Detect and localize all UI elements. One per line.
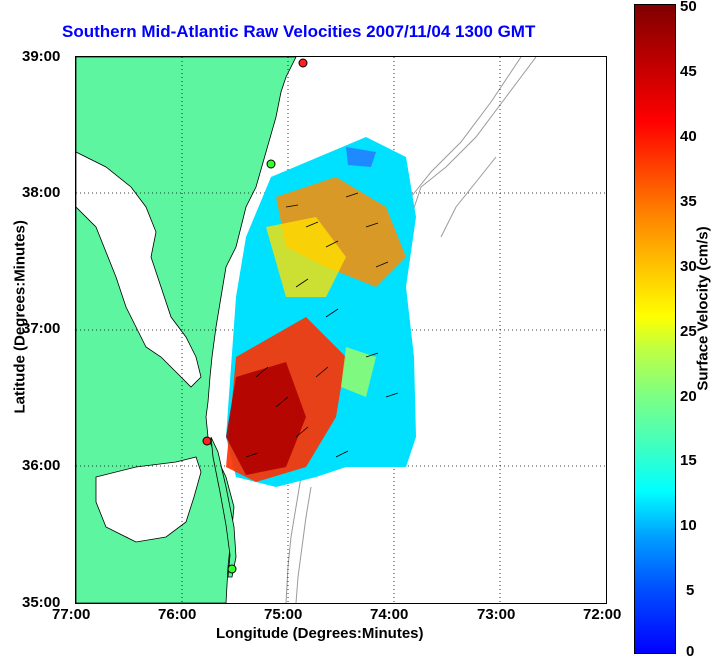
colorbar-tick-label: 25: [680, 323, 697, 340]
outer-banks: [210, 436, 237, 578]
y-axis-label: Latitude (Degrees:Minutes): [11, 220, 29, 414]
chart-title: Southern Mid-Atlantic Raw Velocities 200…: [62, 22, 536, 41]
colorbar-tick-label: 35: [680, 193, 697, 210]
colorbar: [634, 4, 676, 654]
y-tick-label: 38:00: [22, 184, 61, 201]
y-tick-label: 39:00: [22, 48, 61, 65]
map-canvas: [76, 57, 606, 603]
map-panel: [75, 56, 607, 604]
radar-site-marker: [298, 58, 308, 68]
colorbar-tick-label: 10: [680, 517, 697, 534]
colorbar-tick-label: 0: [686, 643, 695, 660]
colorbar-tick-label: 15: [680, 452, 697, 469]
x-tick-label: 74:00: [370, 606, 409, 623]
radar-site-marker: [227, 564, 237, 574]
colorbar-tick-label: 30: [680, 258, 697, 275]
x-tick-label: 77:00: [52, 606, 91, 623]
x-tick-label: 75:00: [264, 606, 303, 623]
chesapeake-bay: [76, 151, 202, 388]
albemarle-sound: [95, 456, 202, 543]
colorbar-tick-label: 20: [680, 388, 697, 405]
velocity-vectors: [245, 192, 399, 458]
x-tick-label: 72:00: [583, 606, 622, 623]
radar-site-marker: [202, 436, 212, 446]
velocity-field: [226, 137, 416, 487]
colorbar-title: Surface Velocity (cm/s): [694, 226, 712, 391]
colorbar-tick-label: 50: [680, 0, 697, 15]
colorbar-tick-label: 5: [686, 582, 695, 599]
y-tick-label: 36:00: [22, 457, 61, 474]
radar-site-marker: [266, 159, 276, 169]
x-axis-label: Longitude (Degrees:Minutes): [216, 625, 424, 642]
colorbar-tick-label: 40: [680, 128, 697, 145]
x-tick-label: 73:00: [477, 606, 516, 623]
y-tick-label: 35:00: [22, 594, 61, 611]
x-tick-label: 76:00: [158, 606, 197, 623]
y-tick-label: 37:00: [22, 320, 61, 337]
colorbar-tick-label: 45: [680, 63, 697, 80]
